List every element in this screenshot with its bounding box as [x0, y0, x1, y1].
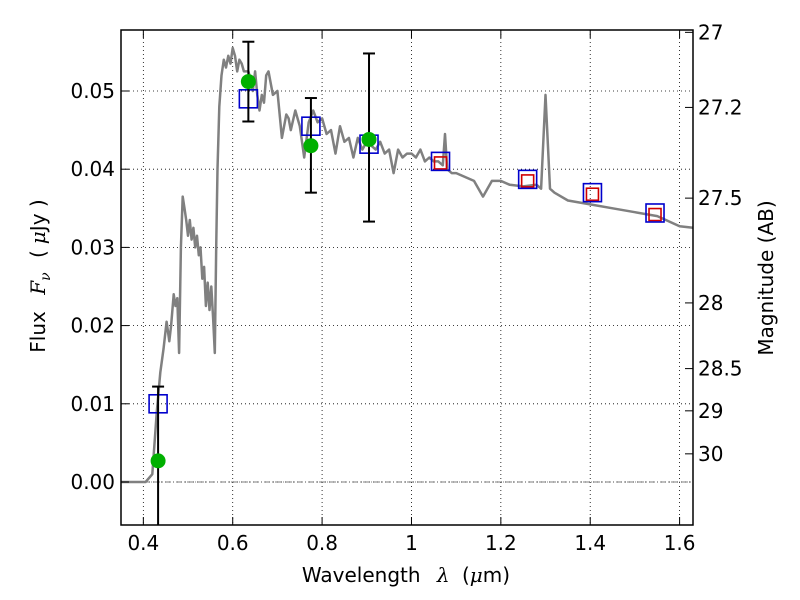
blue-square-marker [582, 182, 603, 203]
x-tick-label: 1.2 [485, 531, 517, 555]
blue-square-marker [430, 151, 451, 172]
plot-frame [120, 29, 694, 526]
grid-lines [121, 30, 693, 525]
x-axis-title-unit: μ [470, 563, 483, 587]
secondary-y-tick-label: 27 [698, 20, 723, 44]
green-data-point [361, 131, 377, 147]
x-axis-title: Wavelength λ (μm) [302, 563, 510, 587]
plot-content [121, 40, 694, 525]
secondary-y-tick-label: 28.5 [698, 357, 743, 381]
secondary-y-tick-label: 30 [698, 442, 723, 466]
secondary-y-tick-label: 28 [698, 291, 723, 315]
x-tick-label: 0.6 [217, 531, 249, 555]
axis-ticks: 0.4 0.6 0.8 1 1.2 1.4 1.6 0.00 0.01 0.02 0.03 0.04 0… [70, 20, 742, 555]
red-square-marker [433, 156, 448, 170]
y-tick-label: 0.00 [70, 470, 115, 494]
y-axis-title-text: Flux [26, 311, 50, 353]
blue-square-marker [517, 169, 538, 190]
y-axis-title: Flux Fν ( μJy ) [26, 199, 55, 352]
secondary-y-axis-title: Magnitude (AB) [754, 200, 778, 355]
secondary-y-tick-label: 27.5 [698, 186, 743, 210]
y-axis-title-unit-rest: Jy ) [26, 199, 50, 233]
green-data-point [150, 453, 166, 469]
secondary-y-tick-label: 27.2 [698, 95, 743, 119]
y-axis-title-unit-open: ( [26, 250, 50, 258]
y-tick-label: 0.01 [70, 392, 115, 416]
y-axis-title-subscript: ν [38, 272, 54, 281]
y-axis-title-symbol: F [26, 280, 50, 296]
y-tick-label: 0.03 [70, 235, 115, 259]
red-square-marker [648, 207, 662, 222]
x-tick-label: 1 [405, 531, 418, 555]
x-tick-label: 0.8 [306, 531, 338, 555]
green-data-point [303, 138, 319, 154]
y-tick-label: 0.05 [70, 79, 115, 103]
green-data-point [240, 74, 256, 90]
x-axis-title-text: Wavelength [302, 563, 421, 587]
model-spectrum-line [121, 46, 694, 484]
y-tick-label: 0.04 [70, 157, 115, 181]
secondary-y-tick-label: 29 [698, 399, 723, 423]
x-tick-label: 0.4 [127, 531, 159, 555]
red-square-marker [520, 174, 535, 188]
y-axis-title-unit: μ [26, 231, 50, 244]
x-axis-title-unit-rest: m) [483, 563, 510, 587]
x-axis-title-unit-open: ( [462, 563, 470, 587]
y-tick-label: 0.02 [70, 314, 115, 338]
x-tick-label: 1.4 [574, 531, 606, 555]
red-square-marker [585, 187, 600, 202]
x-tick-label: 1.6 [664, 531, 696, 555]
blue-square-marker [645, 203, 665, 223]
x-axis-title-symbol: λ [436, 563, 450, 587]
